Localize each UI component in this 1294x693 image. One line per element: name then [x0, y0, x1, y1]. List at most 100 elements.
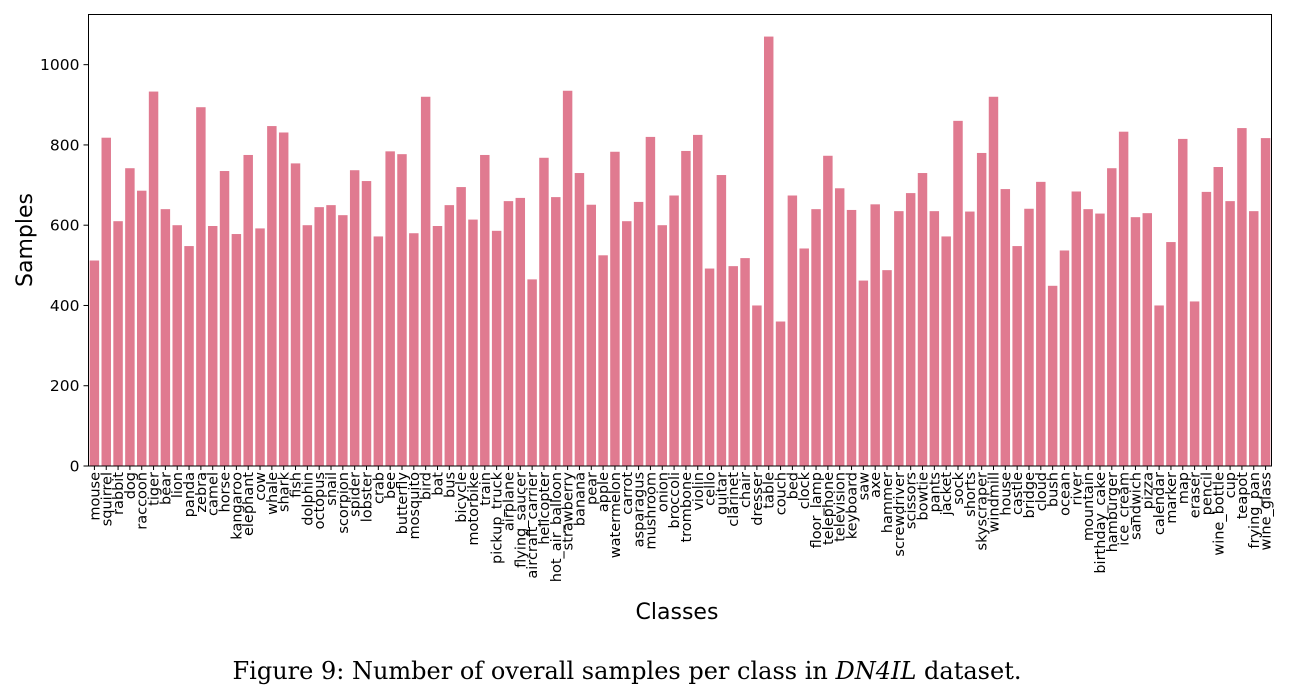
x-tick-label-house: house [998, 472, 1014, 516]
bar-broccoli [669, 195, 679, 466]
bar-dolphin [302, 225, 313, 466]
x-tick-label-river: river [1069, 472, 1085, 505]
x-tick-label-helicopter: helicopter [537, 472, 553, 545]
bar-map [1178, 138, 1188, 466]
bar-frying_pan [1249, 211, 1259, 466]
x-tick-label-carrot: carrot [620, 472, 636, 515]
x-tick-label-onion: onion [655, 472, 671, 512]
x-tick-label-saw: saw [856, 472, 872, 500]
x-tick-label-eraser: eraser [1188, 472, 1204, 518]
bar-rabbit [113, 221, 123, 466]
x-tick-label-cloud: cloud [1034, 472, 1050, 511]
x-tick-label-telephone: telephone [821, 472, 837, 545]
x-tick-label-rabbit: rabbit [111, 472, 127, 515]
bar-butterfly [397, 154, 407, 466]
bar-horse [219, 171, 230, 466]
x-tick-label-bridge: bridge [1022, 472, 1038, 519]
x-tick-label-hot_air_balloon: hot_air_balloon [549, 472, 565, 582]
x-tick-label-aircraft_carrier: aircraft_carrier [525, 472, 541, 579]
bar-river [1071, 191, 1082, 467]
x-tick-label-castle: castle [1010, 472, 1026, 515]
bar-jacket [941, 236, 951, 466]
bar-scissors [905, 193, 916, 466]
x-tick-label-sandwich: sandwich [1128, 472, 1144, 540]
bar-floor_lamp [811, 209, 821, 466]
x-tick-label-scissors: scissors [904, 472, 920, 529]
x-tick-label-butterfly: butterfly [395, 472, 411, 535]
y-tick-label: 400 [50, 297, 80, 315]
x-tick-label-ocean: ocean [1057, 472, 1073, 516]
bar-carrot [622, 221, 632, 466]
x-tick-label-train: train [478, 472, 494, 506]
bar-castle [1012, 246, 1022, 466]
x-tick-label-dolphin: dolphin [300, 472, 316, 526]
bar-pants [929, 211, 940, 466]
bar-dog [125, 168, 135, 466]
bar-cello [704, 268, 715, 466]
x-tick-label-violin: violin [691, 472, 707, 511]
bar-bear [160, 209, 171, 466]
x-tick-label-lion: lion [170, 472, 186, 498]
y-tick-label: 600 [50, 217, 80, 235]
bar-windmill [988, 96, 999, 467]
bar-raccoon [137, 190, 147, 466]
bar-elephant [243, 154, 253, 466]
x-tick-label-squirrel: squirrel [99, 472, 115, 526]
x-axis-label: Classes [636, 600, 719, 625]
x-tick-label-watermelon: watermelon [608, 472, 624, 558]
bar-bird [420, 96, 431, 467]
x-tick-label-broccoli: broccoli [667, 472, 683, 529]
bar-whale [267, 126, 277, 466]
bar-strawberry [562, 90, 573, 466]
bar-table [763, 36, 774, 466]
bar-zebra [196, 107, 206, 467]
x-tick-label-cello: cello [703, 472, 719, 506]
x-tick-label-table: table [762, 472, 778, 509]
caption-prefix: Figure 9: Number of overall samples per … [232, 657, 836, 685]
x-tick-label-pickup_truck: pickup_truck [490, 471, 506, 564]
x-tick-label-screwdriver: screwdriver [892, 472, 908, 557]
x-tick-label-mountain: mountain [1081, 472, 1097, 541]
bar-cloud [1036, 181, 1046, 467]
x-tick-label-calendar: calendar [1152, 472, 1168, 535]
x-tick-label-trombone: trombone [679, 472, 695, 543]
x-tick-label-pencil: pencil [1199, 472, 1215, 515]
bar-scorpion [338, 215, 348, 466]
bar-crab [373, 236, 384, 466]
bar-bowtie [917, 173, 928, 466]
x-tick-label-lobster: lobster [360, 472, 376, 522]
bar-helicopter [539, 157, 549, 466]
bar-pencil [1201, 191, 1212, 466]
x-tick-label-scorpion: scorpion [336, 472, 352, 534]
x-tick-label-cow: cow [253, 472, 269, 501]
bar-bus [444, 205, 455, 466]
x-tick-label-television: television [833, 472, 849, 542]
x-tick-label-shorts: shorts [963, 472, 979, 517]
bar-ocean [1059, 250, 1070, 466]
bar-sock [953, 120, 963, 466]
bar-hot_air_balloon [551, 197, 561, 467]
bar-cow [255, 228, 265, 466]
x-tick-label-wine_bottle: wine_bottle [1211, 472, 1227, 556]
x-tick-label-bush: bush [1046, 472, 1062, 507]
bar-violin [693, 134, 703, 466]
x-tick-label-map: map [1176, 472, 1192, 504]
y-axis: 0 200 400 600 800 1000 [40, 56, 89, 476]
x-tick-label-mosquito: mosquito [407, 472, 423, 540]
bar-bed [787, 195, 798, 466]
bar-television [834, 188, 845, 466]
bar-aircraft_carrier [527, 279, 537, 466]
bar-chair [740, 258, 750, 466]
bar-panda [184, 246, 194, 466]
bar-mountain [1083, 209, 1093, 466]
x-tick-label-pizza: pizza [1140, 472, 1156, 509]
bar-watermelon [610, 151, 620, 466]
bar-pear [586, 204, 596, 467]
bar-mushroom [645, 136, 656, 466]
x-tick-label-marker: marker [1164, 472, 1180, 524]
bar-calendar [1154, 305, 1164, 466]
x-tick-label-crab: crab [371, 472, 387, 504]
x-tick-label-panda: panda [182, 472, 198, 517]
bar-birthday_cake [1095, 213, 1105, 466]
